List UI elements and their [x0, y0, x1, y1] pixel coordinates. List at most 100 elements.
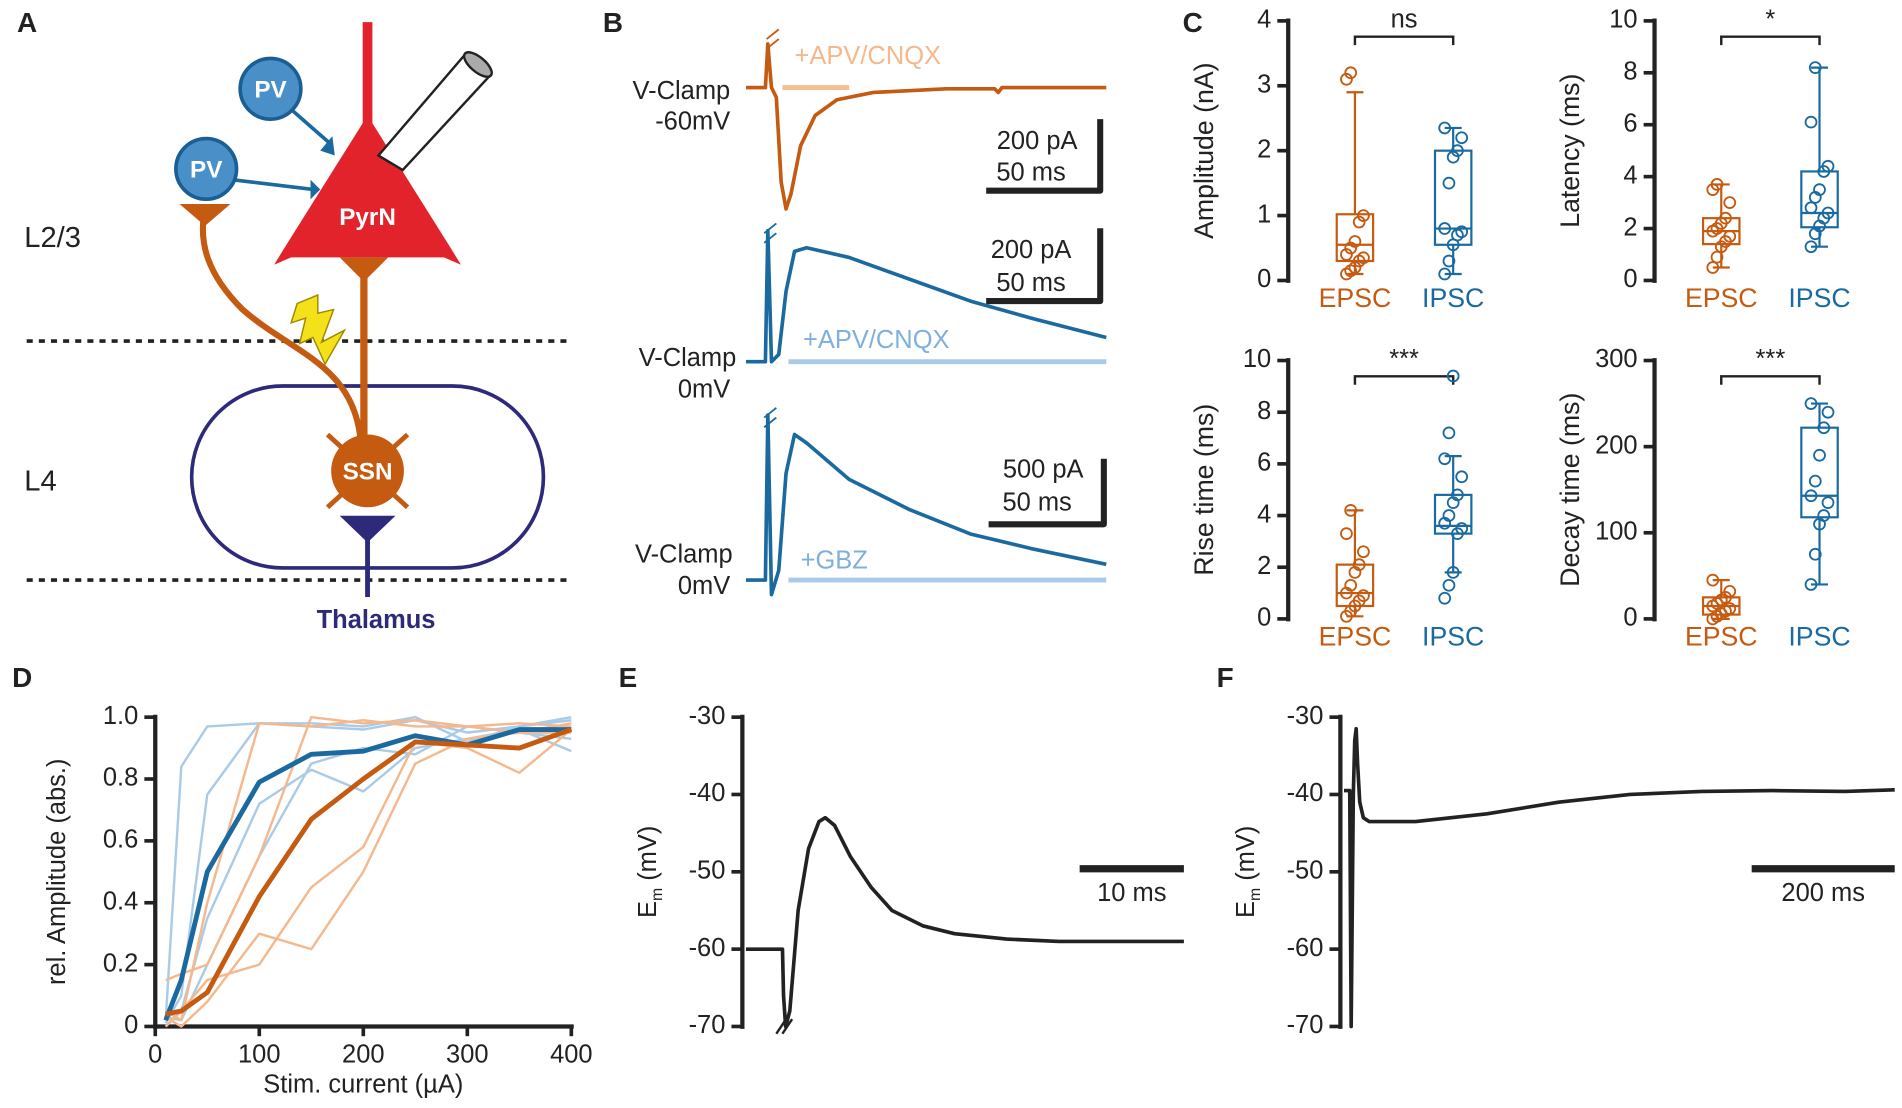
- holding-label: 0mV: [678, 376, 730, 404]
- ssn-axon: [199, 215, 364, 438]
- y-tick-label: 1: [1257, 200, 1271, 228]
- x-tick-label: IPSC: [1788, 283, 1850, 313]
- data-point: [1804, 397, 1818, 410]
- x-tick-label: EPSC: [1319, 621, 1392, 651]
- data-point: [1442, 254, 1456, 268]
- y-tick-label: 4: [1257, 500, 1271, 528]
- box: [1800, 170, 1839, 229]
- pv-terminal: [320, 136, 335, 156]
- y-axis-label: Decay time (ms): [1555, 393, 1585, 587]
- significance-label: *: [1765, 6, 1775, 34]
- series-line: [165, 715, 572, 982]
- scale-bar-label: 200 ms: [1781, 879, 1865, 907]
- series-line: [746, 815, 1184, 1029]
- data-point: [1813, 183, 1826, 196]
- series-line: [165, 727, 573, 1017]
- data-point: [1808, 474, 1822, 488]
- series-line: [163, 727, 572, 1022]
- scale-label: 200 pA: [997, 127, 1078, 155]
- ssn-soma: [331, 434, 404, 508]
- y-tick-label: -60: [1287, 934, 1324, 962]
- clamp-label: V-Clamp: [633, 77, 731, 105]
- data-point: [1821, 159, 1835, 173]
- data-point: [1455, 470, 1469, 484]
- data-point: [1706, 261, 1720, 274]
- box: [1800, 426, 1839, 519]
- series-line: [164, 728, 573, 1028]
- data-point: [1455, 131, 1469, 145]
- stimulation-bolt: [290, 293, 347, 366]
- y-tick-label: 8: [1623, 58, 1637, 86]
- panel-label: E: [619, 662, 638, 693]
- pv-terminal: [310, 179, 321, 200]
- data-point: [1344, 66, 1358, 80]
- drug-label: +APV/CNQX: [795, 42, 942, 70]
- significance-bracket: [1353, 375, 1455, 385]
- y-axis-label: Amplitude (nA): [1189, 62, 1219, 238]
- drug-label: +APV/CNQX: [803, 326, 950, 354]
- panel-label: A: [17, 7, 37, 38]
- y-tick-label: 2: [1257, 552, 1271, 580]
- scale-label: 50 ms: [1002, 488, 1071, 516]
- y-tick-label: 0: [1623, 265, 1637, 293]
- scale-label: 50 ms: [996, 158, 1065, 186]
- box: [1335, 563, 1375, 608]
- y-tick-label: 0: [1257, 265, 1271, 293]
- box: [1335, 213, 1375, 263]
- pyrn-soma: [274, 115, 461, 265]
- data-point: [1804, 240, 1818, 254]
- x-tick-label: IPSC: [1788, 621, 1850, 651]
- data-point: [1821, 405, 1835, 419]
- data-point: [1804, 115, 1818, 129]
- series-line: [165, 719, 572, 1022]
- y-tick-label: 200: [1595, 431, 1638, 459]
- significance-bracket: [1353, 35, 1455, 46]
- data-point: [1821, 206, 1835, 220]
- y-axis-label: Rise time (ms): [1189, 404, 1219, 576]
- y-tick-label: -40: [1287, 779, 1324, 807]
- data-point: [1442, 176, 1456, 190]
- scale-bar-label: 10 ms: [1097, 879, 1166, 907]
- holding-label: -60mV: [655, 108, 730, 136]
- data-point: [1446, 369, 1460, 383]
- x-tick-label: 300: [446, 1040, 489, 1068]
- y-tick-label: 0.2: [103, 949, 138, 977]
- scale-label: 500 pA: [1003, 456, 1084, 484]
- scale-label: 200 pA: [991, 236, 1072, 264]
- pv-axon: [232, 177, 314, 192]
- y-tick-label: -30: [689, 702, 726, 730]
- data-point: [1344, 578, 1358, 592]
- y-tick-label: 2: [1623, 213, 1637, 241]
- data-point: [1438, 452, 1452, 466]
- x-tick-label: IPSC: [1422, 621, 1484, 651]
- data-point: [1808, 61, 1822, 74]
- data-point: [1357, 589, 1370, 603]
- data-point: [1438, 267, 1452, 281]
- pv-axon: [289, 108, 332, 145]
- data-point: [1817, 421, 1831, 435]
- y-tick-label: 300: [1595, 345, 1638, 373]
- data-point: [1344, 504, 1358, 517]
- thalamus-label: Thalamus: [317, 606, 436, 634]
- y-axis-label: rel. Amplitude (abs.): [43, 759, 71, 985]
- y-tick-label: 4: [1257, 6, 1271, 34]
- y-axis-label-part: m: [649, 888, 666, 901]
- x-tick-label: EPSC: [1685, 621, 1758, 651]
- data-point: [1451, 144, 1464, 158]
- data-point: [1804, 489, 1818, 503]
- pv-soma: [174, 136, 239, 202]
- series-line: [1344, 726, 1895, 1029]
- x-tick-label: 400: [550, 1040, 593, 1068]
- data-point: [1340, 248, 1353, 261]
- box: [1433, 493, 1473, 535]
- y-tick-label: -60: [689, 934, 726, 962]
- significance-bracket: [1720, 375, 1821, 385]
- layer-label: L4: [24, 466, 56, 498]
- data-point: [1804, 201, 1818, 215]
- example-traces: +APV/CNQX V-Clamp -60mV 200 pA 50 ms +AP…: [633, 28, 1107, 600]
- y-axis-label-part: m: [1247, 888, 1264, 901]
- y-tick-label: 2: [1257, 135, 1271, 163]
- x-tick-label: 100: [238, 1040, 281, 1068]
